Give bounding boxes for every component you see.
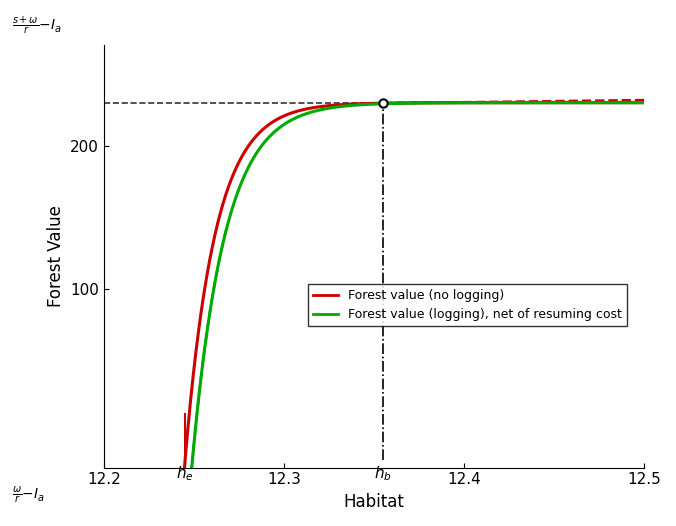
X-axis label: Habitat: Habitat [343, 493, 404, 511]
Legend: Forest value (no logging), Forest value (logging), net of resuming cost: Forest value (no logging), Forest value … [308, 284, 627, 326]
Text: $h_b$: $h_b$ [374, 465, 392, 483]
Y-axis label: Forest Value: Forest Value [47, 206, 65, 308]
Text: $\frac{s + \omega}{r}$$ - I_a$: $\frac{s + \omega}{r}$$ - I_a$ [12, 15, 62, 37]
Text: $h_e$: $h_e$ [176, 465, 194, 483]
Text: $\frac{\omega}{r}$$ - I_a$: $\frac{\omega}{r}$$ - I_a$ [12, 484, 45, 505]
